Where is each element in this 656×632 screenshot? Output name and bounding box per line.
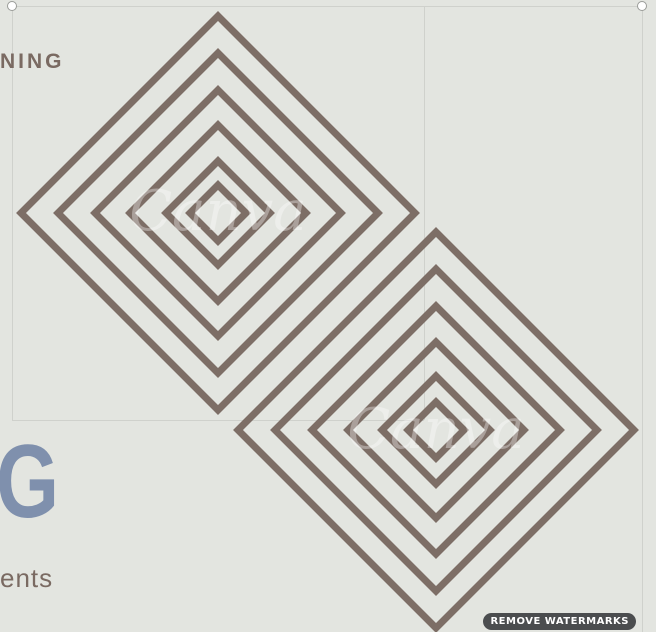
concentric-diamond-top[interactable]: [16, 11, 420, 415]
diamond-ring: [233, 227, 639, 632]
diamond-ring: [403, 397, 469, 463]
subtitle-text[interactable]: ents: [0, 563, 54, 593]
diamond-ring: [343, 337, 529, 523]
diamond-ring: [125, 120, 311, 306]
heading-text[interactable]: NING: [0, 50, 65, 73]
big-letter-text[interactable]: G: [0, 424, 60, 540]
remove-watermarks-button[interactable]: REMOVE WATERMARKS: [483, 613, 636, 630]
diamond-ring: [90, 85, 346, 341]
diamond-ring: [185, 180, 251, 246]
canvas-guide-mid-horizontal: [12, 420, 424, 421]
resize-handle-top-right[interactable]: [637, 1, 647, 11]
canvas-guide-right: [642, 6, 643, 632]
diamond-ring: [16, 11, 420, 415]
concentric-diamond-bottom[interactable]: [233, 227, 639, 632]
diamond-ring: [161, 156, 275, 270]
diamond-ring: [307, 301, 565, 559]
diamond-ring: [53, 48, 383, 378]
canvas-guide-left: [12, 6, 13, 420]
canvas-guide-top: [12, 6, 643, 7]
canvas-guide-mid-vertical: [424, 6, 425, 420]
watermark-text-bottom: Canva: [347, 397, 524, 462]
diamond-ring: [377, 371, 495, 489]
resize-handle-top-left[interactable]: [7, 1, 17, 11]
watermark-text-top: Canva: [129, 179, 306, 244]
diamond-ring: [270, 264, 602, 596]
